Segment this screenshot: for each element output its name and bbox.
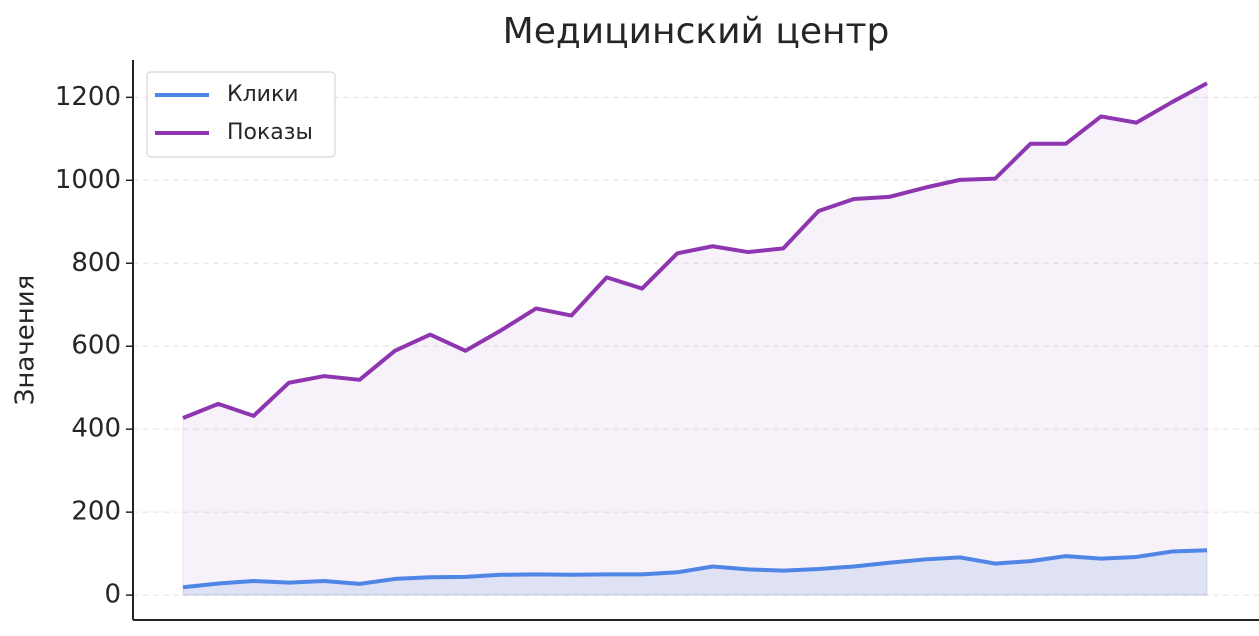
y-tick-label: 1000 (55, 165, 121, 195)
legend-label: Клики (227, 82, 299, 107)
y-tick-label: 0 (104, 580, 121, 610)
y-tick-label: 800 (71, 248, 121, 278)
line (182, 548, 1208, 590)
y-axis-label: Значения (11, 275, 41, 406)
chart-title: Медицинский центр (503, 11, 890, 52)
line (182, 81, 1208, 420)
y-tick-label: 400 (71, 414, 121, 444)
y-tick-label: 1200 (55, 82, 121, 112)
area (182, 82, 1208, 596)
legend-label: Показы (227, 120, 313, 145)
y-tick-label: 600 (71, 331, 121, 361)
y-tick-label: 200 (71, 497, 121, 527)
legend: Клики Показы (146, 71, 336, 158)
